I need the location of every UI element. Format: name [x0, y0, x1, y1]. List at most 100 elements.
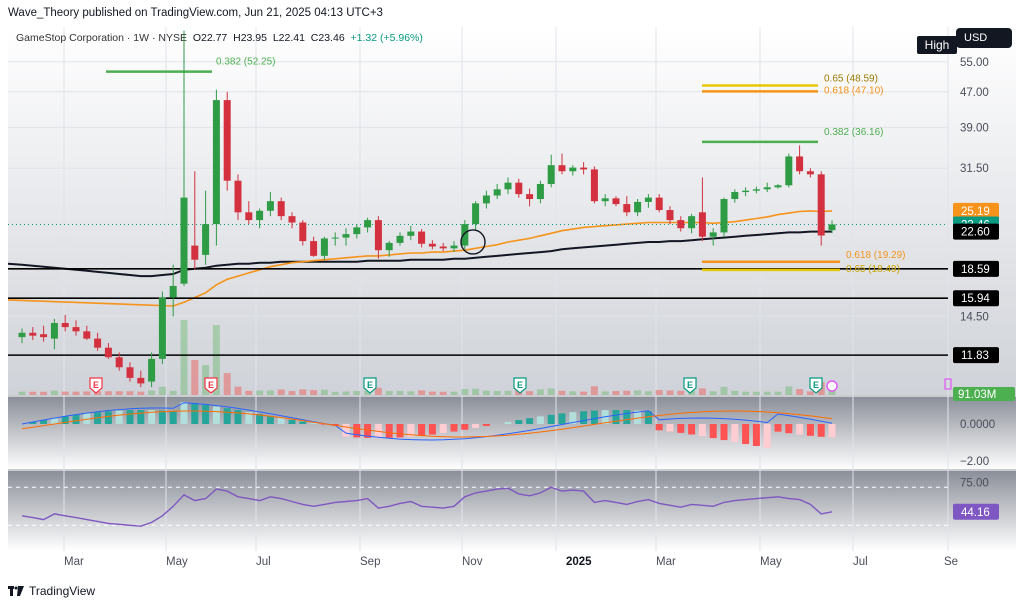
earnings-marker-icon: E — [89, 377, 103, 394]
candle — [61, 314, 69, 332]
volume-bar — [709, 391, 717, 395]
candle-body — [212, 100, 220, 225]
candle-body — [590, 169, 598, 202]
price-chart[interactable]: 0.382 (52.25) 0.65 (48.59)0.618 (47.10) 0.… — [8, 27, 1016, 577]
candle-body — [29, 332, 37, 336]
candle — [709, 228, 717, 246]
price-source-button[interactable]: High — [917, 36, 957, 54]
macd-line — [21, 402, 833, 441]
volume-bar — [126, 391, 134, 395]
earnings-marker-shape — [683, 377, 697, 394]
macd-bar — [50, 418, 58, 424]
candle — [450, 241, 458, 253]
volume-bar — [148, 390, 156, 395]
candle — [223, 91, 231, 191]
candle — [504, 177, 512, 195]
earnings-marker-icon: E — [363, 377, 377, 394]
candle — [731, 189, 739, 203]
volume-bar — [461, 389, 469, 395]
candle-body — [256, 210, 264, 221]
candle — [407, 225, 415, 241]
volume-bar — [472, 388, 480, 395]
candle — [472, 201, 480, 230]
volume-bar — [266, 390, 274, 395]
macd-bar — [817, 424, 825, 437]
earnings-marker-shape — [363, 377, 377, 394]
currency-button[interactable]: USD — [956, 28, 1012, 48]
macd-bar — [115, 410, 123, 424]
candle — [623, 196, 631, 217]
macd-bar — [418, 424, 426, 436]
candle-body — [439, 246, 447, 249]
earnings-marker-icon: E — [513, 377, 527, 394]
volume-bar — [191, 360, 199, 395]
macd-bar — [234, 410, 242, 424]
volume-bar — [331, 391, 339, 395]
macd-bar — [828, 424, 836, 438]
candle — [94, 332, 102, 351]
symbol-name: GameStop Corporation · 1W · NYSE — [16, 32, 187, 44]
tradingview-logo-icon — [8, 586, 24, 596]
macd-bar — [180, 402, 188, 424]
candle — [439, 242, 447, 252]
volume-bar — [644, 391, 652, 395]
macd-bar — [731, 424, 739, 443]
candle — [234, 174, 242, 221]
candle-body — [374, 220, 382, 251]
publication-info: Wave_Theory published on TradingView.com… — [8, 7, 383, 19]
volume-bar — [94, 391, 102, 395]
volume-bar — [439, 391, 447, 395]
macd-bar — [569, 412, 577, 424]
macd-bar — [266, 416, 274, 424]
earnings-marker-label: E — [93, 380, 99, 390]
earnings-marker-label: E — [813, 380, 819, 390]
candle — [655, 194, 663, 213]
candle-body — [40, 334, 48, 338]
volume-bar — [493, 390, 501, 395]
volume-bar — [526, 391, 534, 395]
time-axis-label: Nov — [462, 556, 483, 568]
candle-body — [774, 185, 782, 188]
macd-bar — [526, 418, 534, 424]
candle — [331, 232, 339, 246]
volume-bar — [623, 390, 631, 395]
candle-body — [180, 197, 188, 284]
candle — [277, 197, 285, 221]
close-value: C23.46 — [310, 32, 345, 44]
volume-bar — [504, 390, 512, 395]
candle-body — [526, 194, 534, 200]
earnings-marker-shape — [204, 377, 218, 394]
candle-body — [666, 210, 674, 221]
macd-bar — [353, 424, 361, 438]
candle — [364, 217, 372, 233]
candle — [374, 216, 382, 259]
volume-bar — [796, 389, 804, 395]
macd-bar — [698, 424, 706, 437]
volume-bar — [785, 386, 793, 395]
volume-bar — [828, 391, 836, 395]
macd-bar — [806, 424, 814, 436]
volume-bar — [72, 391, 80, 395]
price-axis-label: 47.00 — [960, 87, 989, 99]
candle — [115, 352, 123, 371]
price-tag-label: 22.60 — [961, 227, 990, 239]
macd-bar — [396, 424, 404, 438]
price-tag-label: 18.59 — [961, 264, 990, 276]
macd-bar — [763, 424, 771, 448]
macd-bar — [720, 424, 728, 441]
rsi-tag-label: 44.16 — [961, 507, 990, 519]
volume-bar — [169, 390, 177, 395]
volume-bar — [547, 388, 555, 395]
footer-brand[interactable]: TradingView — [8, 584, 95, 598]
candle — [353, 224, 361, 239]
time-axis-label: Mar — [656, 556, 676, 568]
chart-container[interactable]: 0.382 (52.25) 0.65 (48.59) 0.618 (47.10) 0.… — [8, 27, 1016, 577]
price-axis-label: 14.50 — [960, 311, 989, 323]
macd-bar — [61, 416, 69, 424]
price-axis-label: 39.00 — [960, 122, 989, 134]
volume-bar — [29, 391, 37, 395]
candle-body — [731, 192, 739, 200]
price-tag-label: 11.83 — [961, 350, 989, 362]
candle-body — [558, 165, 566, 172]
candles — [18, 30, 836, 388]
